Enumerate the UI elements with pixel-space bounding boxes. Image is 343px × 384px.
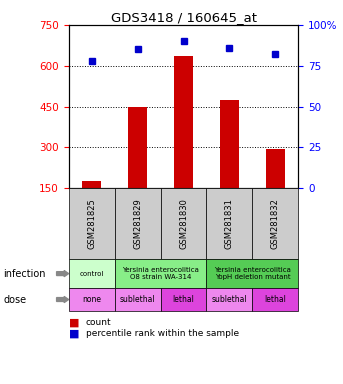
Text: GSM281831: GSM281831 [225, 198, 234, 249]
Text: GSM281829: GSM281829 [133, 198, 142, 249]
Text: none: none [82, 295, 101, 304]
Bar [128, 107, 147, 188]
Text: dose: dose [3, 295, 26, 305]
Text: GSM281830: GSM281830 [179, 198, 188, 249]
Text: sublethal: sublethal [120, 295, 155, 304]
Text: Yersinia enterocolitica
YopH deletion mutant: Yersinia enterocolitica YopH deletion mu… [214, 267, 291, 280]
Text: count: count [86, 318, 111, 327]
Text: ■: ■ [69, 328, 79, 338]
Text: infection: infection [3, 268, 46, 279]
Text: control: control [79, 271, 104, 276]
Text: percentile rank within the sample: percentile rank within the sample [86, 329, 239, 338]
Text: Yersinia enterocolitica
O8 strain WA-314: Yersinia enterocolitica O8 strain WA-314 [122, 267, 199, 280]
Text: GSM281825: GSM281825 [87, 198, 96, 249]
Text: lethal: lethal [264, 295, 286, 304]
Text: GSM281832: GSM281832 [271, 198, 280, 249]
Bar [220, 100, 239, 188]
Text: ■: ■ [69, 318, 79, 328]
Title: GDS3418 / 160645_at: GDS3418 / 160645_at [110, 11, 257, 24]
Text: sublethal: sublethal [212, 295, 247, 304]
Bar [174, 56, 193, 188]
Bar [82, 181, 101, 188]
Bar [266, 149, 285, 188]
Text: lethal: lethal [173, 295, 194, 304]
